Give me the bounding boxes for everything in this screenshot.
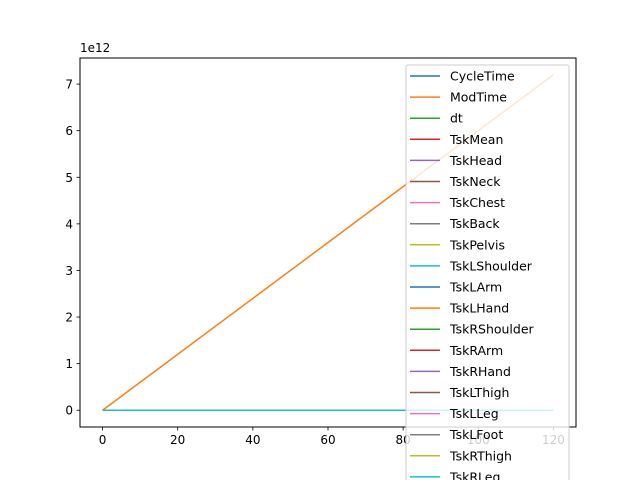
legend-label: TskRShoulder bbox=[449, 322, 535, 337]
legend-label: ModTime bbox=[450, 90, 507, 105]
y-tick-label: 6 bbox=[65, 124, 73, 138]
legend-label: TskLLeg bbox=[449, 406, 499, 421]
x-tick-label: 20 bbox=[170, 433, 185, 447]
legend-label: TskLArm bbox=[449, 280, 502, 295]
legend-label: TskLHand bbox=[449, 301, 509, 316]
legend-label: TskLShoulder bbox=[449, 258, 533, 273]
legend-label: TskRLeg bbox=[449, 469, 500, 480]
x-tick-label: 60 bbox=[320, 433, 335, 447]
y-tick-label: 3 bbox=[65, 264, 73, 278]
legend-label: TskLThigh bbox=[449, 385, 509, 400]
legend-label: TskNeck bbox=[449, 174, 501, 189]
y-axis-exponent-label: 1e12 bbox=[80, 41, 110, 55]
legend-label: TskRArm bbox=[449, 343, 503, 358]
y-tick-label: 1 bbox=[65, 357, 73, 371]
y-axis: 0 1 2 3 4 5 6 7 bbox=[65, 78, 80, 418]
y-tick-label: 0 bbox=[65, 404, 73, 418]
legend: CycleTime ModTime dt TskMean TskHead TskNeck T… bbox=[405, 64, 570, 480]
x-tick-label: 40 bbox=[245, 433, 260, 447]
legend-label: TskHead bbox=[449, 153, 502, 168]
x-tick-label: 0 bbox=[99, 433, 107, 447]
legend-label: TskChest bbox=[449, 195, 505, 210]
y-tick-label: 4 bbox=[65, 217, 73, 231]
y-tick-label: 7 bbox=[65, 78, 73, 92]
legend-label: TskBack bbox=[449, 216, 500, 231]
y-tick-label: 5 bbox=[65, 171, 73, 185]
legend-label: dt bbox=[450, 111, 463, 126]
legend-label: TskRThigh bbox=[449, 448, 512, 463]
legend-box bbox=[405, 64, 570, 480]
legend-label: TskPelvis bbox=[449, 237, 505, 252]
legend-label: TskRHand bbox=[449, 364, 511, 379]
legend-label: TskMean bbox=[449, 132, 503, 147]
y-tick-label: 2 bbox=[65, 311, 73, 325]
legend-label: CycleTime bbox=[450, 69, 515, 84]
legend-label: TskLFoot bbox=[449, 427, 503, 442]
